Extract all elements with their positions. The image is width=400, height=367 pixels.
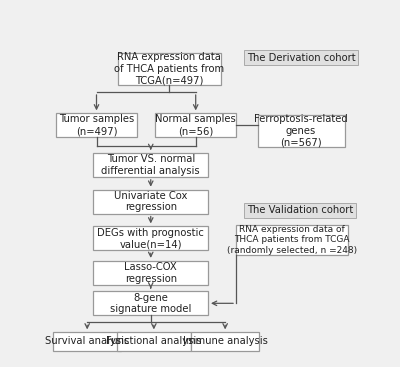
Text: Tumor VS. normal
differential analysis: Tumor VS. normal differential analysis — [102, 154, 200, 176]
FancyBboxPatch shape — [94, 226, 208, 250]
FancyBboxPatch shape — [118, 52, 220, 85]
FancyBboxPatch shape — [94, 291, 208, 315]
Text: Ferroptosis-related
genes
(n=567): Ferroptosis-related genes (n=567) — [254, 115, 348, 148]
Text: Immune analysis: Immune analysis — [183, 337, 268, 346]
Text: RNA expression data
of THCA patients from
TCGA(n=497): RNA expression data of THCA patients fro… — [114, 52, 224, 86]
FancyBboxPatch shape — [94, 261, 208, 285]
Text: Normal samples
(n=56): Normal samples (n=56) — [155, 115, 236, 136]
Text: Functional analysis: Functional analysis — [106, 337, 202, 346]
Text: Lasso-COX
regression: Lasso-COX regression — [124, 262, 177, 284]
Text: RNA expression data of
THCA patients from TCGA
(randomly selected, n =248): RNA expression data of THCA patients fro… — [227, 225, 357, 255]
FancyBboxPatch shape — [94, 153, 208, 177]
FancyBboxPatch shape — [191, 332, 259, 350]
Text: 8-gene
signature model: 8-gene signature model — [110, 292, 192, 314]
Text: DEGs with prognostic
value(n=14): DEGs with prognostic value(n=14) — [97, 228, 204, 249]
FancyBboxPatch shape — [53, 332, 121, 350]
Text: Tumor samples
(n=497): Tumor samples (n=497) — [59, 115, 134, 136]
FancyBboxPatch shape — [155, 113, 236, 137]
Text: The Derivation cohort: The Derivation cohort — [247, 52, 356, 62]
FancyBboxPatch shape — [236, 225, 348, 255]
FancyBboxPatch shape — [94, 190, 208, 214]
Text: The Validation cohort: The Validation cohort — [247, 205, 353, 215]
FancyBboxPatch shape — [258, 115, 344, 147]
Text: Survival analysis: Survival analysis — [45, 337, 129, 346]
FancyBboxPatch shape — [117, 332, 191, 350]
Text: Univariate Cox
regression: Univariate Cox regression — [114, 191, 188, 212]
FancyBboxPatch shape — [56, 113, 137, 137]
